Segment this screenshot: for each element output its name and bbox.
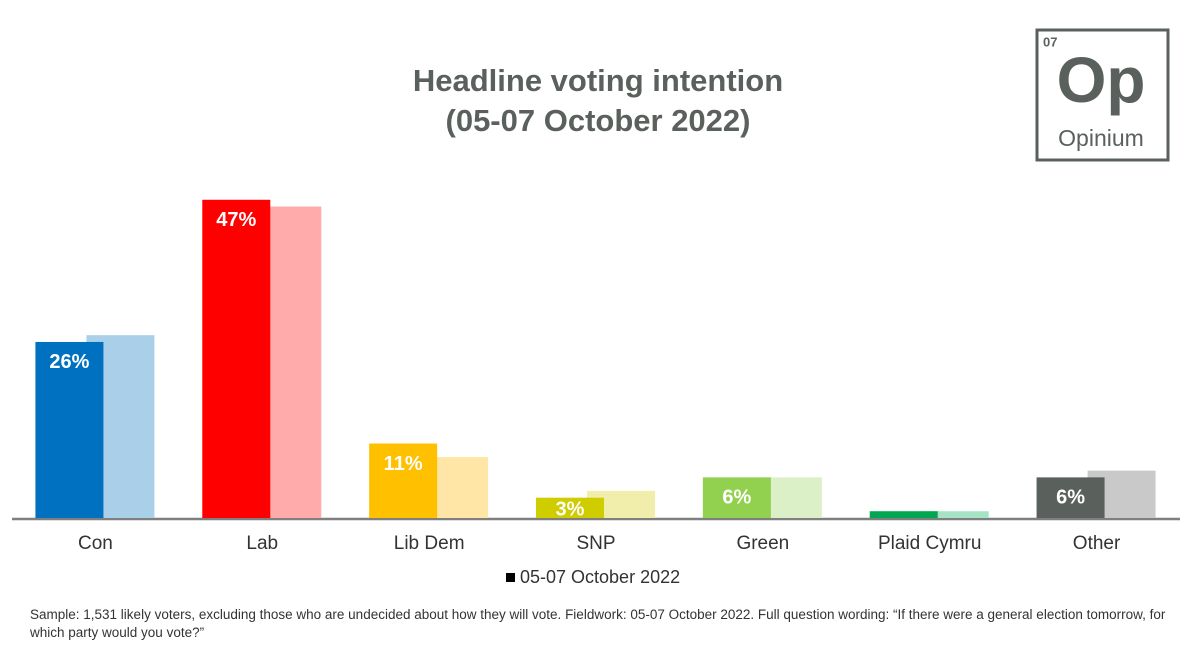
value-label: 11% <box>384 453 423 475</box>
bar <box>1036 477 1105 518</box>
x-tick-label: Lab <box>246 533 278 554</box>
bar <box>869 511 938 518</box>
value-label: 26% <box>49 351 89 373</box>
x-tick-label: Plaid Cymru <box>878 533 981 554</box>
chart-subtitle: (05-07 October 2022) <box>446 103 751 138</box>
bar <box>702 477 771 518</box>
x-tick-label: Con <box>78 533 113 554</box>
bar <box>202 199 271 519</box>
chart-title: Headline voting intention <box>413 63 783 98</box>
logo-symbol: Op <box>1057 44 1146 116</box>
logo-box <box>1035 28 1170 162</box>
footnote: Sample: 1,531 likely voters, excluding t… <box>30 607 1166 640</box>
value-label: 47% <box>216 209 256 231</box>
value-label: 3% <box>556 498 585 520</box>
bar <box>536 497 604 518</box>
x-tick-label: Green <box>736 533 789 554</box>
bar <box>35 341 104 518</box>
logo-name: Opinium <box>1058 125 1144 151</box>
value-label: 6% <box>722 487 751 509</box>
legend-label: 05-07 October 2022 <box>520 567 680 587</box>
x-tick-label: SNP <box>576 533 615 554</box>
legend-swatch <box>506 573 515 582</box>
logo-number: 07 <box>1043 34 1057 49</box>
value-label: 6% <box>1056 487 1085 509</box>
x-tick-label: Other <box>1073 533 1121 554</box>
x-tick-label: Lib Dem <box>394 533 465 554</box>
bar <box>369 443 438 518</box>
bar <box>920 511 989 518</box>
